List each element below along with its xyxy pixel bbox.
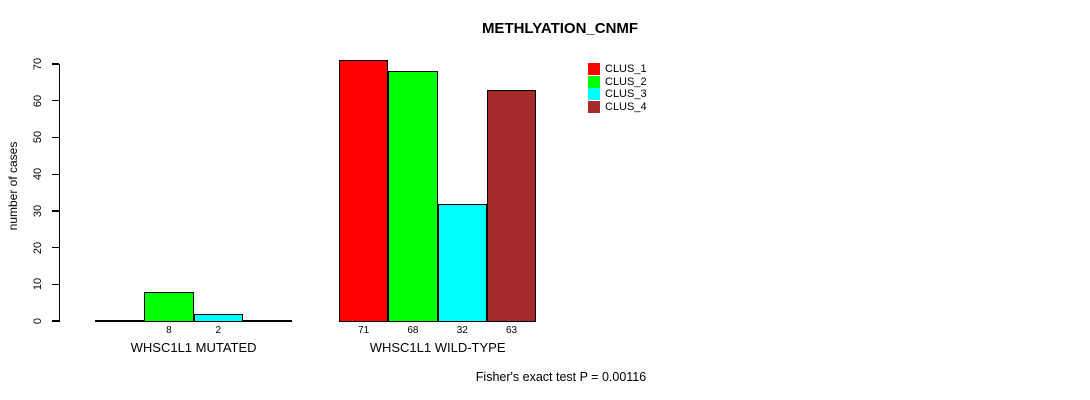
bar-clus_3 xyxy=(437,203,487,322)
x-category-label: WHSC1L1 WILD-TYPE xyxy=(369,340,506,355)
stat-annotation: Fisher's exact test P = 0.00116 xyxy=(475,370,647,384)
x-category-label: WHSC1L1 MUTATED xyxy=(130,340,257,355)
legend-item-clus_4: CLUS_4 xyxy=(588,100,647,114)
y-tick-label: 30 xyxy=(32,204,44,217)
bar-clus_1 xyxy=(339,60,389,322)
y-tick-label: 20 xyxy=(32,241,44,254)
y-tick-label: 50 xyxy=(32,131,44,144)
chart-title: METHLYATION_CNMF xyxy=(481,20,639,37)
bar-value-label: 71 xyxy=(358,325,370,336)
y-axis-label: number of cases xyxy=(6,141,20,231)
y-tick-label: 10 xyxy=(32,278,44,291)
bar-value-label: 32 xyxy=(456,325,468,336)
legend-swatch-icon xyxy=(588,100,600,113)
legend-label: CLUS_1 xyxy=(605,63,647,76)
bar-clus_1-zero xyxy=(95,320,145,322)
y-tick-mark xyxy=(52,283,59,285)
legend-label: CLUS_3 xyxy=(605,88,647,101)
legend-swatch-icon xyxy=(588,63,600,76)
bar-clus_2 xyxy=(144,291,194,322)
legend-item-clus_3: CLUS_3 xyxy=(588,88,647,101)
bar-value-label: 2 xyxy=(215,325,222,336)
legend-label: CLUS_4 xyxy=(605,100,647,113)
y-axis-line xyxy=(59,64,61,322)
bar-clus_2 xyxy=(388,71,438,322)
y-tick-mark xyxy=(52,136,59,139)
bar-clus_4-zero xyxy=(242,320,293,322)
bar-value-label: 8 xyxy=(166,325,172,336)
bar-clus_4 xyxy=(486,89,537,322)
bar-value-label: 63 xyxy=(505,325,518,336)
legend: CLUS_1 CLUS_2 CLUS_3 CLUS_4 xyxy=(588,63,647,113)
bar-clus_3 xyxy=(193,313,243,322)
legend-swatch-icon xyxy=(588,75,600,88)
bar-value-label: 68 xyxy=(407,325,419,336)
y-tick-mark xyxy=(52,210,59,212)
y-tick-mark xyxy=(52,320,59,322)
legend-swatch-icon xyxy=(588,88,600,101)
y-tick-mark xyxy=(52,100,59,102)
y-tick-mark xyxy=(52,63,59,65)
y-tick-label: 60 xyxy=(32,94,44,107)
legend-label: CLUS_2 xyxy=(605,75,647,88)
legend-item-clus_2: CLUS_2 xyxy=(588,75,647,89)
y-tick-mark xyxy=(52,246,59,249)
y-tick-mark xyxy=(52,173,59,175)
y-tick-label: 70 xyxy=(32,57,44,71)
legend-item-clus_1: CLUS_1 xyxy=(588,63,647,76)
y-tick-label: 40 xyxy=(32,168,44,181)
y-tick-label: 0 xyxy=(32,317,44,325)
